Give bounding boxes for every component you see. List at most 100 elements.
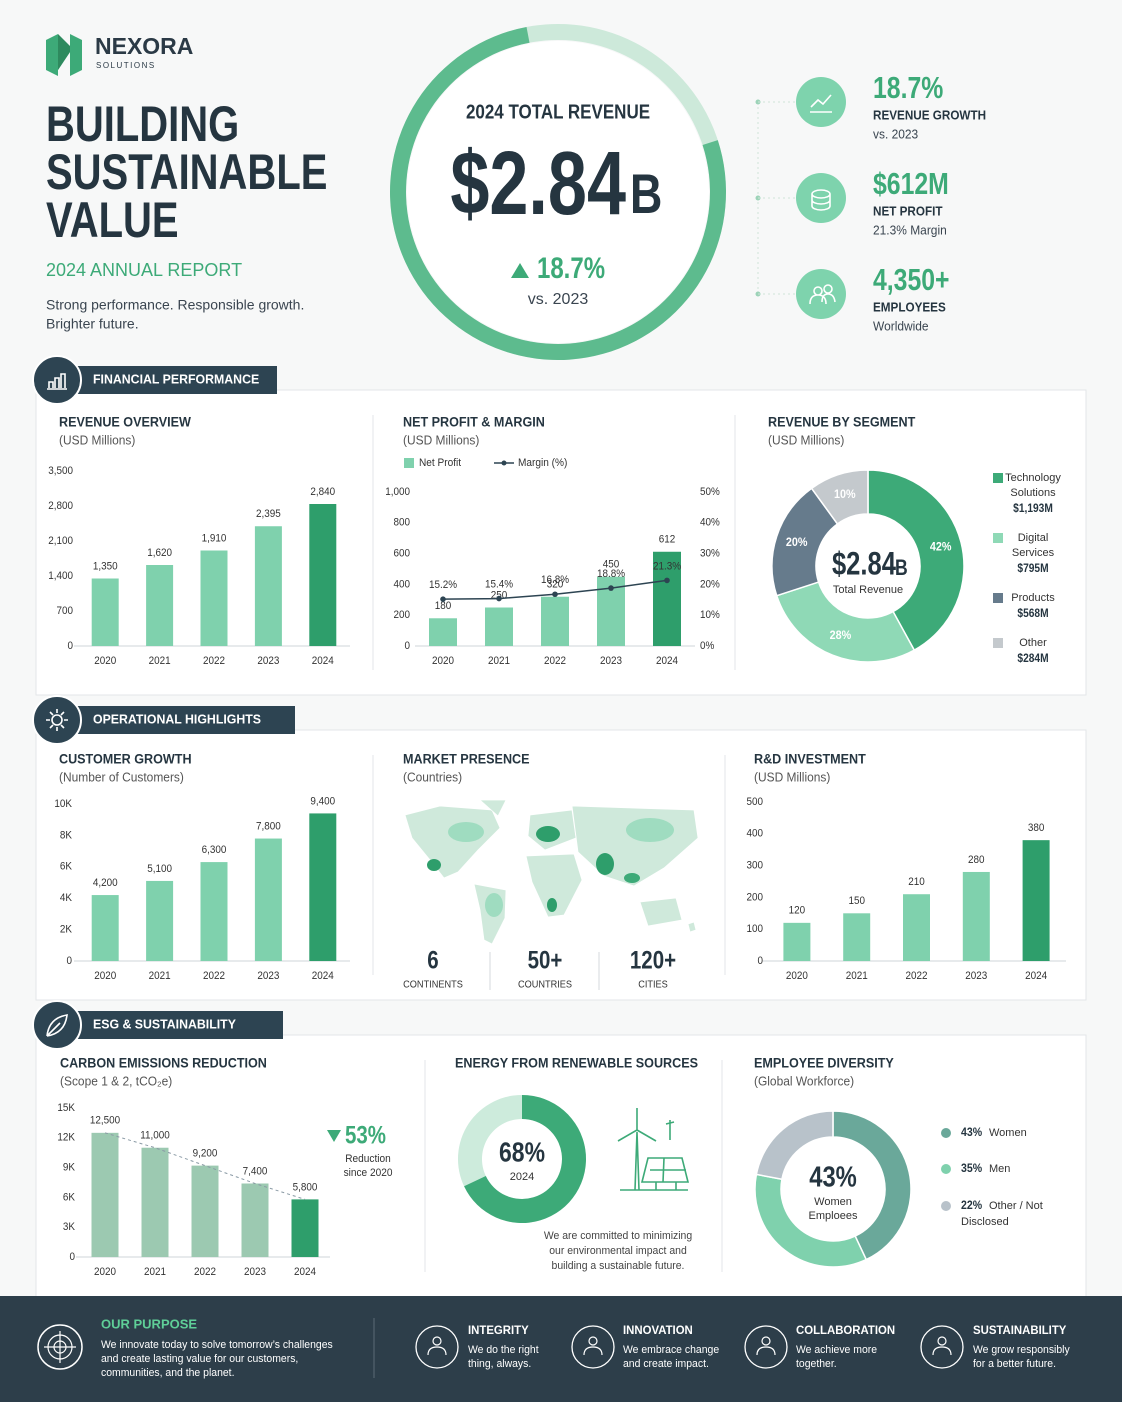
x-tick-label: 2021 — [144, 1266, 166, 1278]
y-tick-label: 2K — [60, 924, 72, 936]
legend-label: Women — [989, 1127, 1027, 1139]
stat-value: 6 — [427, 946, 438, 974]
x-tick-label: 2020 — [94, 655, 116, 667]
y-tick-label: 2,800 — [48, 500, 73, 512]
value-text: thing, always. — [468, 1358, 531, 1370]
x-tick-label: 2022 — [203, 655, 225, 667]
value-label: 2,395 — [256, 509, 281, 521]
bar — [91, 895, 119, 961]
value-label: 11,000 — [140, 1130, 170, 1142]
y-tick-label: 600 — [393, 548, 410, 560]
up-arrow — [511, 263, 529, 278]
bar — [653, 551, 681, 646]
value-icon — [415, 1325, 459, 1369]
trend-line — [104, 1132, 306, 1200]
y-tick-label: 9K — [63, 1162, 75, 1174]
legend-dot — [941, 1201, 951, 1211]
x-tick-label: 2021 — [149, 655, 171, 667]
y-tick-label: 200 — [393, 610, 410, 622]
value-glyph — [583, 1336, 603, 1356]
tagline: Brighter future. — [46, 316, 139, 332]
map-highlight — [485, 893, 503, 917]
kpi-sub: 21.3% Margin — [873, 223, 947, 238]
value-label: 4,200 — [93, 878, 118, 890]
value-label: 120 — [789, 905, 806, 917]
purpose-text: and create lasting value for our custome… — [101, 1353, 298, 1365]
kpi-label: NET PROFIT — [873, 204, 943, 219]
y-tick-label: 1,400 — [48, 570, 73, 582]
bar — [200, 862, 228, 961]
value-label: 15.4% — [485, 579, 513, 591]
legend-swatch — [993, 473, 1003, 483]
value-label: 280 — [968, 854, 985, 866]
chart-subtitle: (USD Millions) — [403, 433, 479, 448]
y-tick-label: 0 — [757, 955, 763, 967]
value-label: 5,800 — [293, 1182, 318, 1194]
y-tick-label: 3,500 — [48, 465, 73, 477]
kpi-glyph — [811, 189, 831, 211]
center-value: $2.84 — [832, 547, 896, 582]
annotation-text: Reduction — [345, 1153, 391, 1165]
donut-segment — [867, 469, 965, 652]
legend-amount: $795M — [1017, 562, 1048, 575]
stat-label: CONTINENTS — [403, 979, 463, 990]
logo-name: NEXORA — [95, 33, 193, 59]
chart-title: EMPLOYEE DIVERSITY — [754, 1055, 894, 1071]
value-label: 12,500 — [90, 1115, 120, 1127]
margin-point — [440, 596, 446, 602]
value-label: 7,800 — [256, 821, 281, 833]
value-glyph — [932, 1336, 952, 1356]
bar — [485, 607, 513, 646]
margin-point — [496, 595, 502, 602]
value-label: 2,840 — [310, 486, 335, 498]
margin-point — [664, 577, 670, 584]
donut-segment — [755, 1110, 834, 1181]
x-tick-label: 2020 — [432, 655, 454, 667]
y-tick-label: 0 — [69, 1251, 75, 1263]
chart-subtitle: (USD Millions) — [768, 433, 844, 448]
legend-dot — [941, 1128, 951, 1138]
x-tick-label: 2023 — [600, 655, 622, 667]
x-tick-label: 2022 — [194, 1266, 216, 1278]
bar — [309, 504, 337, 646]
center-label: Women — [814, 1196, 852, 1208]
section-title: FINANCIAL PERFORMANCE — [93, 372, 259, 386]
chart-subtitle: (USD Millions) — [59, 433, 135, 448]
legend-swatch — [993, 533, 1003, 543]
note: our environmental impact and — [549, 1245, 687, 1257]
note: building a sustainable future. — [552, 1260, 685, 1272]
y-tick-label: 200 — [746, 892, 763, 904]
map-land — [639, 897, 683, 927]
headline: SUSTAINABLE — [46, 144, 327, 200]
legend-amount: $568M — [1017, 607, 1048, 620]
value-title: INTEGRITY — [468, 1324, 529, 1337]
legend-dot — [501, 460, 507, 466]
bar — [91, 578, 119, 646]
value-label: 7,400 — [243, 1166, 268, 1178]
value-text: for a better future. — [973, 1358, 1056, 1370]
legend-label: Net Profit — [419, 457, 461, 469]
bar — [254, 526, 282, 646]
segment-label: 42% — [930, 541, 952, 554]
center-unit: B — [895, 556, 908, 580]
y-tick-label: 10K — [54, 798, 72, 810]
bar — [1022, 840, 1050, 961]
map-highlight — [536, 826, 560, 842]
y2-tick-label: 50% — [700, 486, 720, 498]
y-tick-label: 300 — [746, 860, 763, 872]
map-land — [478, 799, 507, 817]
value-icon — [571, 1325, 615, 1369]
chart-title: MARKET PRESENCE — [403, 751, 530, 767]
legend-value: 35% — [961, 1163, 982, 1176]
donut-segment — [464, 1095, 586, 1224]
x-tick-label: 2021 — [846, 970, 868, 982]
kpi-sub: Worldwide — [873, 319, 929, 334]
map-land — [687, 921, 697, 933]
y2-tick-label: 30% — [700, 548, 720, 560]
value-label: 21.3% — [653, 561, 681, 573]
bar — [903, 894, 930, 961]
section-glyph — [47, 373, 67, 390]
y-tick-label: 100 — [746, 924, 763, 936]
value-label: 9,400 — [310, 796, 335, 808]
x-tick-label: 2022 — [905, 970, 927, 982]
